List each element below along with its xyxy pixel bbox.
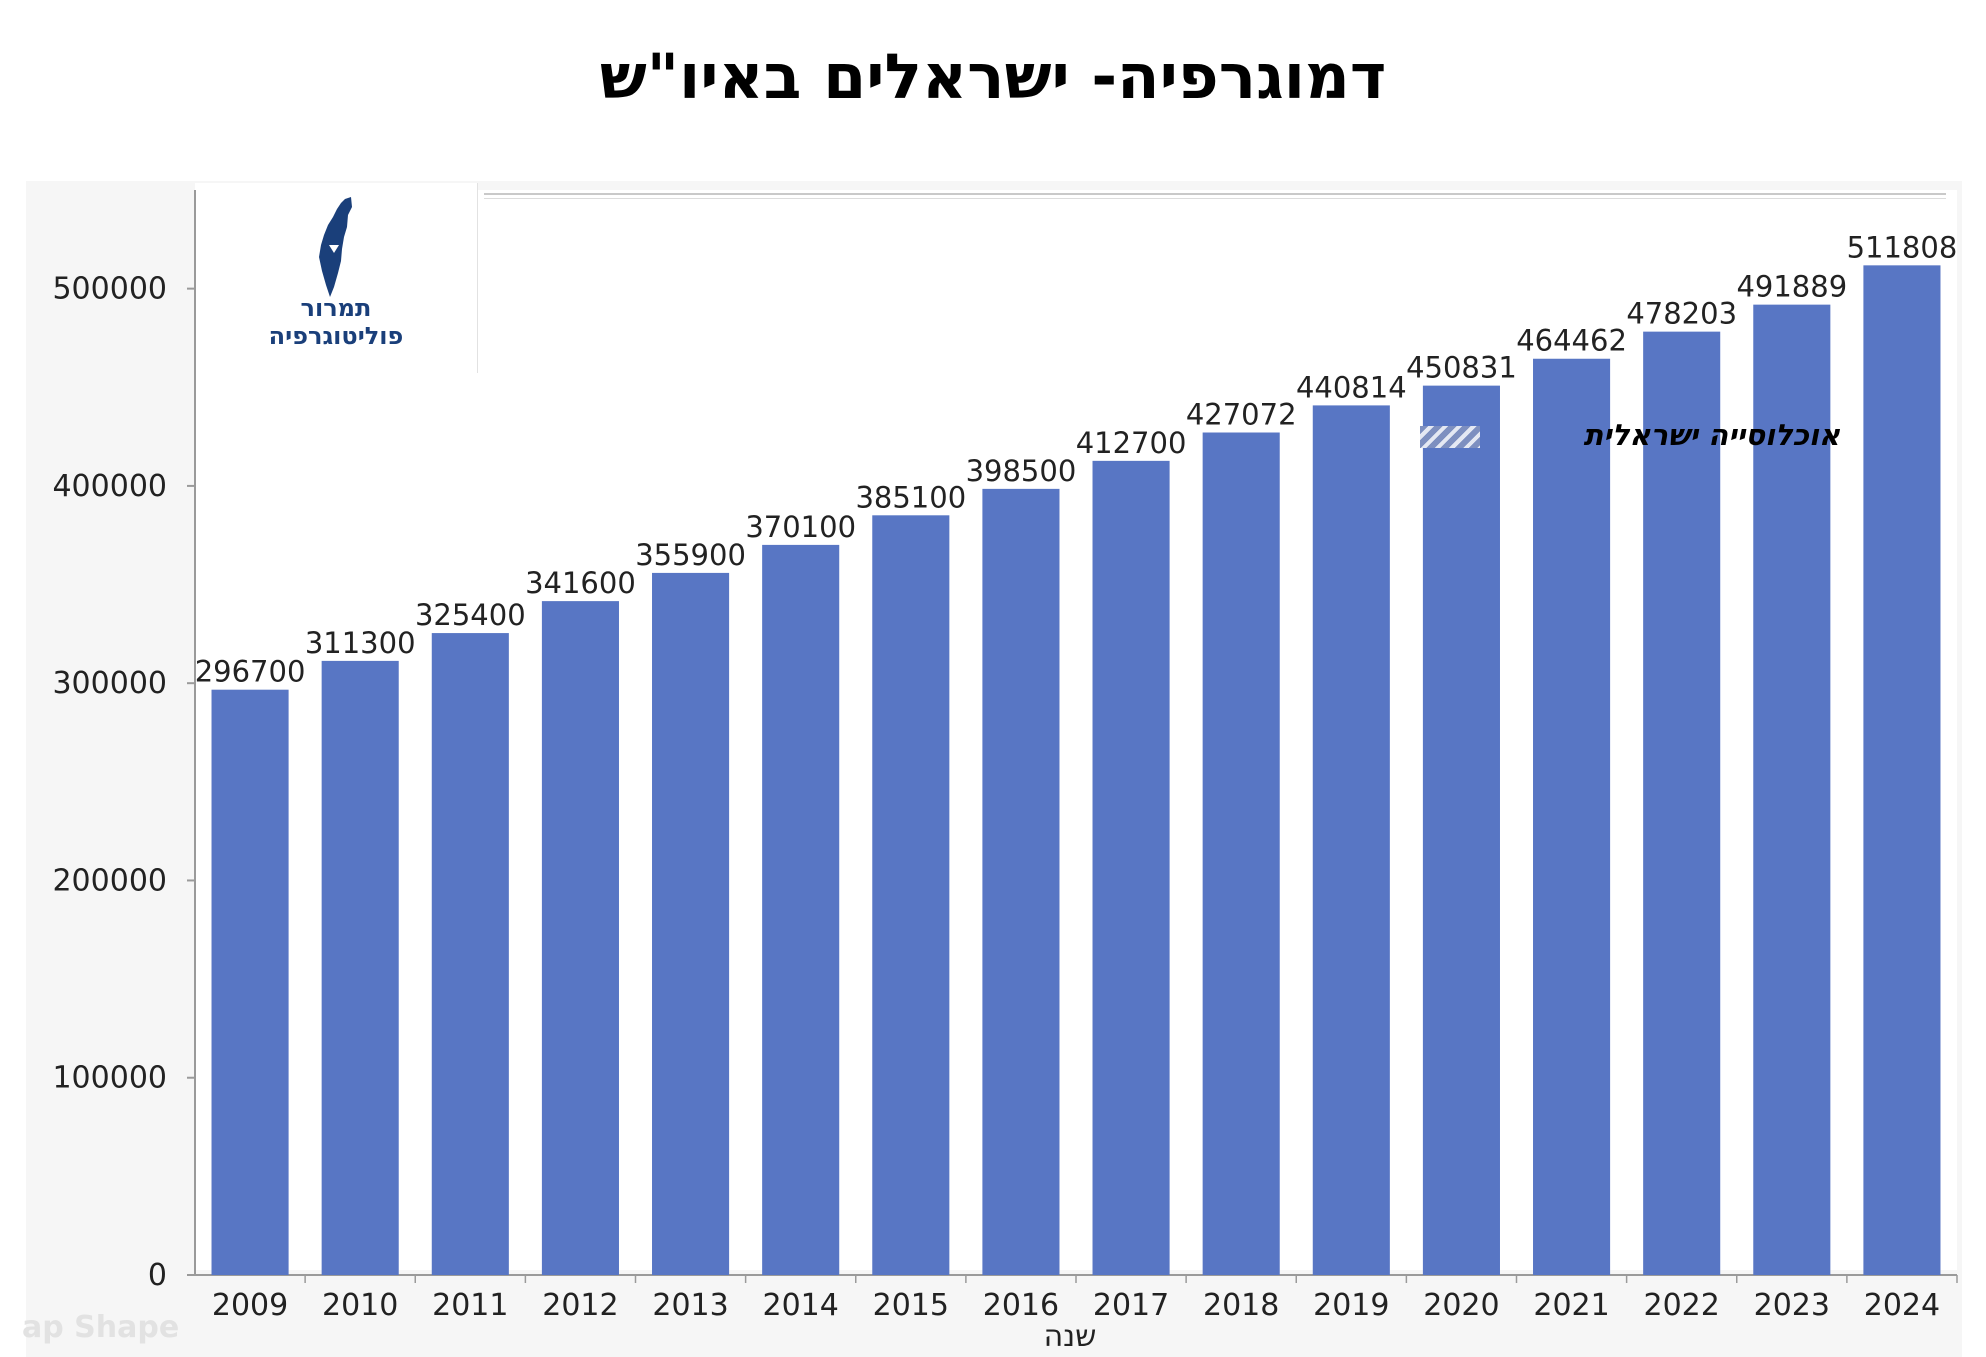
y-tick-label: 400000 bbox=[52, 469, 167, 504]
y-tick-label: 100000 bbox=[52, 1061, 167, 1096]
bar-value-label: 412700 bbox=[1076, 426, 1187, 460]
bar bbox=[872, 515, 950, 1275]
bar-value-label: 427072 bbox=[1186, 398, 1297, 432]
legend-label: אוכלוסייה ישראלית bbox=[1583, 418, 1840, 452]
top-divider-secondary bbox=[484, 198, 1946, 199]
x-tick-label: 2015 bbox=[873, 1288, 949, 1323]
bar bbox=[1202, 432, 1280, 1275]
logo-line1: תמרור bbox=[300, 294, 372, 322]
bar-value-label: 511808 bbox=[1847, 230, 1958, 264]
bar bbox=[1643, 331, 1721, 1276]
x-tick-label: 2022 bbox=[1644, 1288, 1720, 1323]
y-ticks: 0 100000 200000 300000 400000 500000 bbox=[52, 272, 195, 1293]
x-tick-label: 2014 bbox=[763, 1288, 839, 1323]
x-axis-title: שנה bbox=[1044, 1319, 1097, 1354]
bar-value-label: 398500 bbox=[966, 454, 1077, 488]
bar-value-label: 311300 bbox=[305, 626, 416, 660]
y-tick-label: 200000 bbox=[52, 863, 167, 898]
bar bbox=[652, 572, 730, 1275]
bar bbox=[1863, 265, 1941, 1275]
bar-value-label: 296700 bbox=[195, 655, 306, 689]
bar bbox=[321, 660, 399, 1275]
x-tick-label: 2016 bbox=[983, 1288, 1059, 1323]
bar-value-label: 385100 bbox=[855, 480, 966, 514]
bar bbox=[982, 488, 1060, 1276]
x-tick-label: 2019 bbox=[1313, 1288, 1389, 1323]
x-tick-label: 2011 bbox=[432, 1288, 508, 1323]
x-tick-label: 2024 bbox=[1864, 1288, 1940, 1323]
watermark-text: ap Shape bbox=[22, 1310, 180, 1345]
bar bbox=[762, 544, 840, 1275]
x-tick-labels: 2009 2010 2011 2012 2013 2014 2015 2016 2017 2018… bbox=[212, 1275, 1958, 1323]
x-tick-label: 2009 bbox=[212, 1288, 288, 1323]
bar-value-label: 478203 bbox=[1626, 297, 1737, 331]
x-tick-label: 2023 bbox=[1754, 1288, 1830, 1323]
top-divider bbox=[484, 193, 1946, 195]
x-tick-label: 2012 bbox=[542, 1288, 618, 1323]
bar-value-label: 355900 bbox=[635, 538, 746, 572]
bar bbox=[211, 689, 289, 1275]
x-tick-label: 2017 bbox=[1093, 1288, 1169, 1323]
bars bbox=[211, 265, 1941, 1276]
x-tick-label: 2020 bbox=[1423, 1288, 1499, 1323]
y-tick-label: 0 bbox=[148, 1258, 167, 1293]
x-tick-label: 2010 bbox=[322, 1288, 398, 1323]
legend: אוכלוסייה ישראלית bbox=[1420, 418, 1840, 458]
bar bbox=[1533, 358, 1611, 1275]
bar-value-label: 440814 bbox=[1296, 370, 1407, 404]
bar-value-label: 370100 bbox=[745, 510, 856, 544]
chart-title: דמוגרפיה- ישראלים באיו"ש bbox=[599, 40, 1387, 113]
bar-value-label: 491889 bbox=[1736, 270, 1847, 304]
logo-line2: פוליטוגרפיה bbox=[268, 322, 404, 350]
bar-value-label: 450831 bbox=[1406, 351, 1517, 385]
bar bbox=[1422, 385, 1500, 1275]
bar-value-label: 325400 bbox=[415, 598, 526, 632]
bar bbox=[1092, 460, 1170, 1275]
bar-value-label: 341600 bbox=[525, 566, 636, 600]
x-tick-label: 2013 bbox=[652, 1288, 728, 1323]
israel-map-icon bbox=[319, 197, 352, 297]
bar bbox=[1753, 304, 1831, 1275]
x-tick-label: 2018 bbox=[1203, 1288, 1279, 1323]
bar bbox=[541, 601, 619, 1275]
bar-data-labels: 2967003113003254003416003559003701003851… bbox=[195, 230, 1958, 688]
y-tick-label: 500000 bbox=[52, 272, 167, 307]
y-tick-label: 300000 bbox=[52, 666, 167, 701]
logo bbox=[195, 183, 478, 373]
bar bbox=[431, 633, 509, 1275]
legend-swatch bbox=[1420, 426, 1480, 448]
bar bbox=[1312, 405, 1390, 1276]
logo-text: תמרור פוליטוגרפיה bbox=[195, 294, 477, 350]
x-tick-label: 2021 bbox=[1533, 1288, 1609, 1323]
bar-value-label: 464462 bbox=[1516, 324, 1627, 358]
